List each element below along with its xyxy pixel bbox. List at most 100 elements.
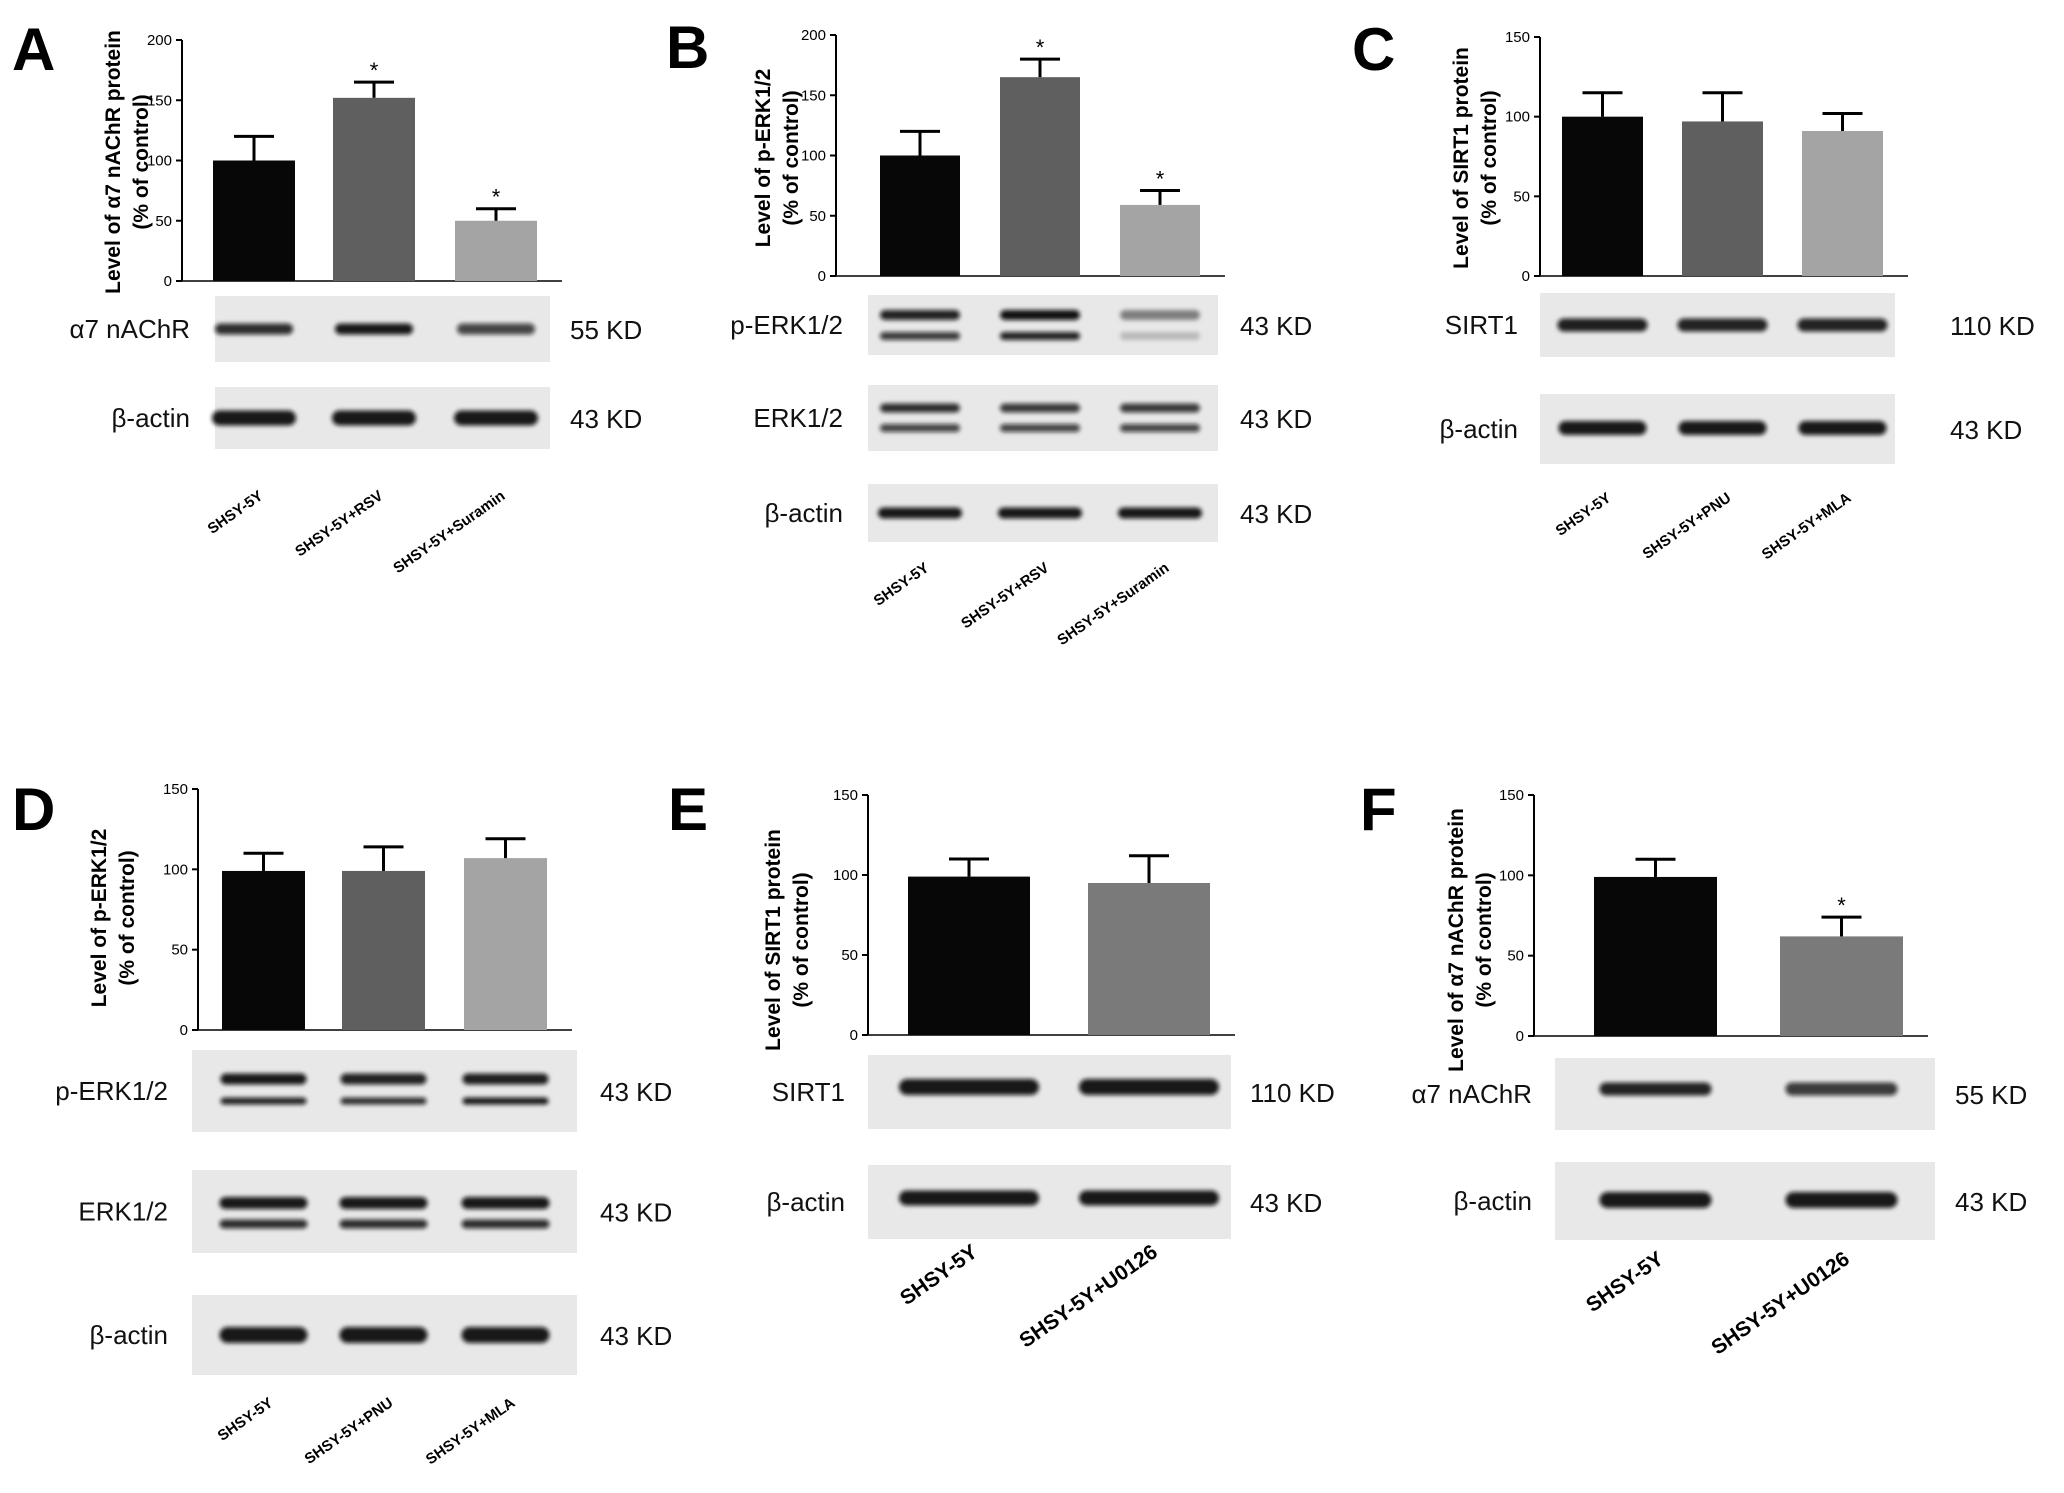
blot-band (1797, 318, 1888, 332)
y-tick-label: 0 (818, 268, 826, 285)
blot-label: p-ERK1/2 (730, 310, 843, 340)
x-category-label: SHSY-5Y (1582, 1247, 1668, 1317)
blot-strip (192, 1050, 577, 1132)
blot-band (880, 310, 960, 320)
blot-band (1557, 318, 1648, 332)
blot-band (335, 323, 413, 335)
y-tick-label: 0 (164, 273, 172, 290)
y-tick-label: 100 (801, 148, 826, 165)
blot-band (880, 403, 960, 413)
blot-band (339, 1219, 428, 1229)
y-axis-label: Level of p-ERK1/2 (% of control) (88, 829, 139, 1008)
blot-band (462, 1097, 549, 1105)
y-axis-label-line1: Level of α7 nAChR protein (1445, 808, 1468, 1072)
blot-band (1079, 1079, 1219, 1095)
y-axis-label-line1: Level of p-ERK1/2 (88, 829, 111, 1008)
panel-letter: E (668, 776, 708, 843)
bar (880, 155, 960, 276)
y-axis-label-line1: Level of SIRT1 protein (762, 829, 785, 1051)
y-tick-label: 150 (833, 787, 858, 804)
blot-band (1000, 403, 1080, 413)
x-category-label: SHSY-5Y+U0126 (1015, 1240, 1162, 1352)
blot-size-label: 55 KD (570, 315, 642, 345)
blot-band (219, 1219, 308, 1229)
blot-band (212, 410, 296, 426)
panel-d: D Level of p-ERK1/2 (% of control) 0 50 100 15… (12, 776, 672, 1468)
y-axis-label-line2: (% of control) (1473, 872, 1496, 1007)
blot-band (340, 1097, 427, 1105)
bar (1088, 883, 1210, 1035)
blot-size-label: 110 KD (1950, 311, 2035, 341)
bar (213, 160, 295, 281)
y-axis-label-line1: Level of α7 nAChR protein (102, 30, 125, 294)
blot-label: β-actin (111, 403, 190, 433)
y-tick-label: 100 (147, 153, 172, 170)
panel-c: C Level of SIRT1 protein (% of control) 0 50… (1352, 16, 2035, 563)
blot-band (461, 1219, 550, 1229)
blot-label: ERK1/2 (753, 403, 843, 433)
blot-label: β-actin (764, 498, 843, 528)
blot-band (219, 1327, 308, 1343)
blot-band (878, 507, 962, 519)
x-category-label: SHSY-5Y+Suramin (1054, 559, 1172, 649)
blot-label: β-actin (1453, 1186, 1532, 1216)
y-tick-label: 100 (1505, 109, 1530, 126)
y-axis-label-line2: (% of control) (130, 94, 153, 229)
blot-strip (868, 385, 1218, 451)
significance-marker: * (370, 58, 379, 83)
blot-size-label: 43 KD (1240, 404, 1312, 434)
blot-size-label: 110 KD (1250, 1078, 1335, 1108)
panel-b: B Level of p-ERK1/2 (% of control) 0 50 100 15… (666, 14, 1312, 649)
y-axis-label-line2: (% of control) (790, 872, 813, 1007)
y-axis-label-line1: Level of p-ERK1/2 (752, 69, 775, 248)
y-tick-label: 100 (833, 867, 858, 884)
blot-band (1079, 1190, 1219, 1206)
y-tick-label: 150 (163, 781, 188, 798)
significance-marker: * (492, 185, 501, 210)
y-tick-label: 150 (1505, 29, 1530, 46)
x-category-label: SHSY-5Y (871, 559, 933, 609)
blot-label: p-ERK1/2 (55, 1076, 168, 1106)
panel-letter: F (1360, 776, 1397, 843)
blot-size-label: 43 KD (600, 1321, 672, 1351)
blot-size-label: 43 KD (1250, 1188, 1322, 1218)
x-category-label: SHSY-5Y+PNU (1640, 489, 1735, 562)
bar (1000, 77, 1080, 276)
blot-size-label: 43 KD (1950, 415, 2022, 445)
blot-band (454, 410, 538, 426)
blot-band (1558, 421, 1647, 435)
blot-band (461, 1327, 550, 1343)
y-axis-label: Level of SIRT1 protein (% of control) (1450, 47, 1501, 269)
blot-band (1599, 1192, 1712, 1208)
bar (455, 220, 537, 281)
y-axis-label: Level of p-ERK1/2 (% of control) (752, 69, 803, 248)
blot-band (1000, 424, 1080, 432)
y-tick-label: 50 (1507, 948, 1524, 965)
panel-letter: D (12, 776, 55, 843)
blot-size-label: 43 KD (1240, 311, 1312, 341)
y-axis-label: Level of SIRT1 protein (% of control) (762, 829, 813, 1051)
y-axis-label-line1: Level of SIRT1 protein (1450, 47, 1473, 269)
blot-band (1785, 1082, 1898, 1096)
panel-a: A Level of α7 nAChR protein (% of control)… (12, 16, 642, 577)
blot-label: SIRT1 (1445, 310, 1518, 340)
x-category-label: SHSY-5Y+RSV (292, 487, 386, 560)
blot-size-label: 43 KD (600, 1198, 672, 1228)
y-tick-label: 0 (180, 1022, 188, 1039)
blot-band (339, 1327, 428, 1343)
blot-band (1000, 332, 1080, 340)
y-tick-label: 200 (147, 32, 172, 49)
blot-strip (868, 295, 1218, 355)
blot-band (1000, 310, 1080, 320)
y-tick-label: 0 (1516, 1028, 1524, 1045)
bar (1120, 204, 1200, 276)
blot-band (1118, 507, 1202, 519)
blot-band (220, 1073, 307, 1085)
bar (342, 870, 425, 1030)
x-category-label: SHSY-5Y+Suramin (390, 487, 508, 577)
x-category-label: SHSY-5Y+MLA (1759, 489, 1855, 563)
significance-marker: * (1156, 166, 1165, 191)
blot-strip (192, 1170, 577, 1253)
x-category-label: SHSY-5Y (205, 487, 267, 537)
blot-band (457, 323, 535, 335)
